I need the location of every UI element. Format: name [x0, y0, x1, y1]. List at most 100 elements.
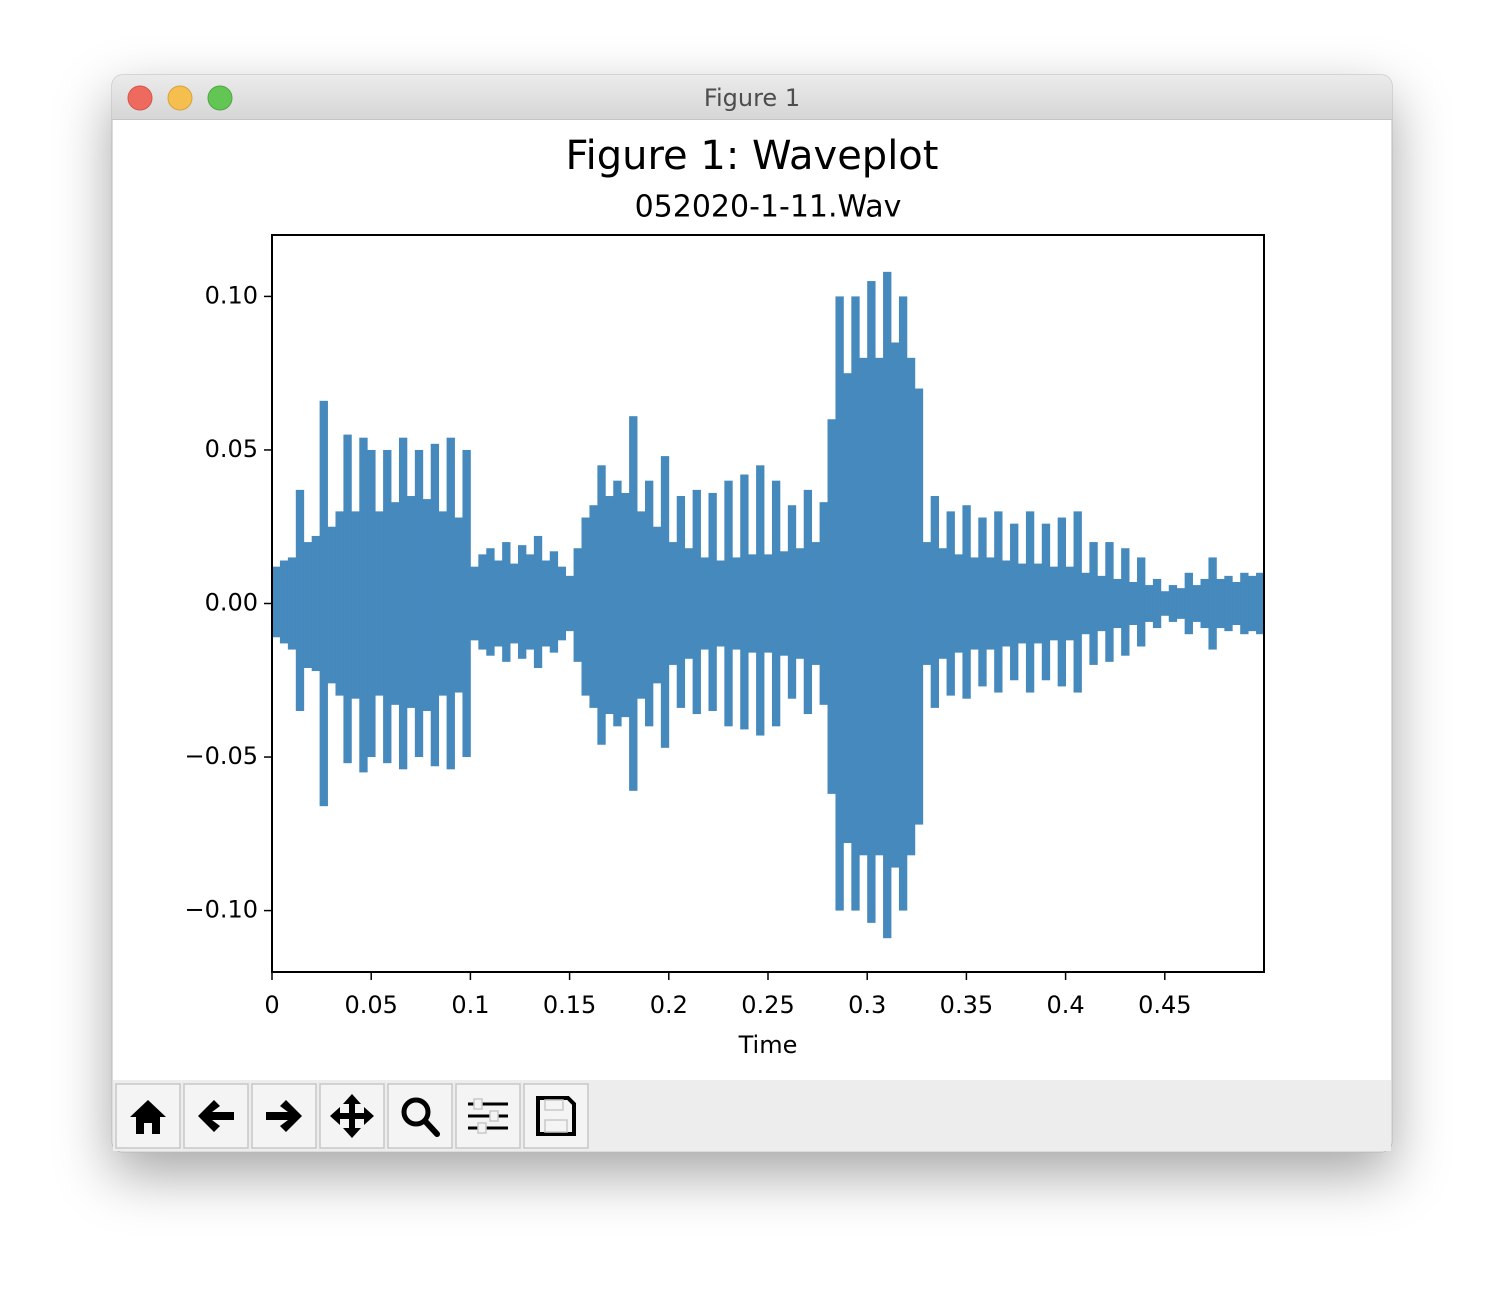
wave-segment — [391, 502, 400, 705]
wave-segment — [716, 560, 725, 647]
wave-segment — [1248, 575, 1257, 632]
wave-segment — [462, 449, 471, 758]
configure-button[interactable] — [455, 1083, 521, 1149]
wave-segment — [779, 551, 789, 656]
x-tick-label: 0.4 — [1047, 991, 1085, 1019]
wave-segment — [573, 548, 582, 662]
wave-segment — [644, 480, 654, 727]
zoom-button[interactable] — [207, 85, 233, 111]
wave-segment — [1121, 548, 1130, 656]
wave-segment — [787, 505, 797, 699]
wave-segment — [922, 542, 932, 665]
wave-segment — [708, 492, 717, 711]
pan-button[interactable] — [319, 1083, 385, 1149]
minimize-button[interactable] — [167, 85, 193, 111]
wave-segment — [406, 496, 416, 708]
wave-segment — [1208, 557, 1217, 650]
wave-segment — [1025, 511, 1035, 693]
wave-segment — [1200, 578, 1209, 629]
wave-segment — [510, 563, 519, 644]
wave-segment — [1041, 523, 1051, 681]
wave-segment — [541, 560, 551, 647]
save-button[interactable] — [523, 1083, 589, 1149]
wave-segment — [740, 474, 749, 730]
wave-segment — [279, 560, 289, 644]
wave-segment — [295, 489, 305, 711]
wave-segment — [930, 496, 940, 708]
x-tick-label: 0.35 — [940, 991, 993, 1019]
wave-segment — [676, 496, 686, 708]
close-button[interactable] — [127, 85, 153, 111]
wave-segment — [867, 281, 876, 923]
wave-segment — [795, 548, 805, 659]
back-button[interactable] — [183, 1083, 249, 1149]
wave-segment — [660, 456, 670, 748]
wave-segment — [383, 449, 392, 764]
wave-segment — [327, 526, 336, 684]
wave-segment — [994, 511, 1003, 693]
wave-segment — [1224, 575, 1233, 632]
wave-segment — [1002, 560, 1011, 647]
wave-segment — [438, 511, 447, 696]
wave-segment — [1097, 575, 1106, 632]
wave-segment — [375, 511, 384, 696]
x-axis-label: Time — [738, 1031, 798, 1059]
wave-segment — [1057, 517, 1066, 687]
wave-segment — [771, 480, 781, 727]
y-tick-label: −0.05 — [184, 742, 258, 770]
wave-segment — [1017, 563, 1027, 644]
y-tick-label: 0.00 — [205, 589, 258, 617]
window-title: Figure 1 — [704, 84, 800, 112]
wave-segment — [502, 542, 511, 662]
wave-segment — [272, 566, 281, 638]
wave-segment — [1073, 511, 1082, 693]
zoom-tool-button[interactable] — [387, 1083, 453, 1149]
wave-segment — [1232, 582, 1241, 625]
chart-title: Figure 1: Waveplot — [566, 133, 939, 179]
wave-segment — [494, 560, 503, 647]
wave-segment — [351, 511, 360, 699]
wave-segment — [756, 465, 765, 736]
y-tick-label: 0.10 — [205, 281, 258, 309]
home-button[interactable] — [115, 1083, 181, 1149]
wave-segment — [359, 437, 368, 773]
wave-segment — [1081, 572, 1090, 635]
wave-segment — [1160, 591, 1170, 616]
wave-segment — [1033, 563, 1043, 644]
wave-segment — [1168, 585, 1178, 622]
wave-segment — [525, 554, 535, 650]
wave-segment — [700, 557, 709, 650]
wave-segment — [1184, 572, 1193, 635]
forward-button[interactable] — [251, 1083, 317, 1149]
x-tick-label: 0.45 — [1138, 991, 1191, 1019]
wave-segment — [621, 492, 630, 718]
wave-segment — [1010, 523, 1019, 681]
wave-segment — [1129, 582, 1138, 625]
wave-segment — [430, 443, 440, 767]
wave-segment — [1216, 578, 1225, 629]
wave-segment — [1192, 585, 1201, 622]
wave-segment — [875, 357, 884, 856]
wave-segment — [1089, 542, 1098, 665]
wave-segment — [613, 480, 622, 727]
wave-segment — [978, 517, 987, 687]
wave-segment — [1176, 588, 1186, 619]
wave-segment — [803, 489, 813, 715]
wave-segment — [946, 511, 955, 696]
x-tick-label: 0.1 — [451, 991, 489, 1019]
wave-segment — [518, 545, 527, 659]
wave-segment — [319, 400, 328, 807]
wave-segment — [970, 557, 979, 650]
wave-segment — [533, 535, 543, 668]
wave-segment — [398, 437, 408, 770]
wave-segment — [1240, 572, 1249, 635]
wave-segment — [811, 542, 820, 665]
wave-segment — [549, 551, 559, 653]
wave-segment — [1105, 542, 1114, 662]
wave-segment — [629, 416, 638, 791]
wave-segment — [287, 557, 297, 650]
wave-segment — [589, 505, 598, 708]
wave-segment — [597, 465, 606, 745]
wave-segment — [1137, 557, 1146, 647]
